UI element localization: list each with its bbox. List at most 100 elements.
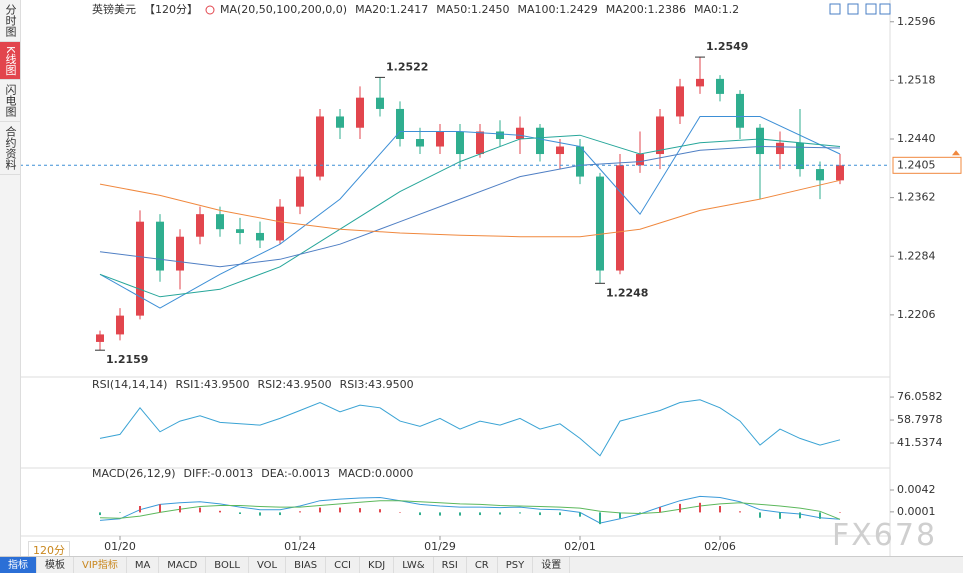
toolbar-button[interactable]: MACD [159, 557, 207, 573]
macd-bar [259, 512, 261, 516]
toolbar-button[interactable]: KDJ [360, 557, 395, 573]
series-line [99, 145, 841, 268]
macd-bar [759, 512, 761, 518]
candle-body [836, 165, 844, 181]
toolbar-button[interactable]: PSY [498, 557, 534, 573]
y-tick-label: 1.2518 [897, 73, 936, 86]
candle-body [416, 139, 424, 147]
macd-bar [179, 506, 181, 513]
x-tick-label: 01/24 [284, 540, 316, 553]
x-tick-label: 01/20 [104, 540, 136, 553]
macd-bar [239, 512, 241, 514]
toolbar-button[interactable]: CR [467, 557, 498, 573]
candle-body [276, 206, 284, 241]
extreme-label: 1.2159 [106, 353, 148, 366]
macd-bar [599, 512, 601, 525]
series-line [99, 500, 841, 520]
candle-body [476, 131, 484, 155]
sidebar: 分时图 K线图 闪电图 合约资料 [0, 0, 21, 556]
legend-entry: DEA:-0.0013 [261, 467, 330, 480]
series-line [99, 116, 841, 309]
macd-bar [359, 508, 361, 513]
toolbar-button[interactable]: BIAS [286, 557, 327, 573]
x-tick-label: 02/01 [564, 540, 596, 553]
macd-bar [419, 512, 421, 516]
candle-body [296, 176, 304, 207]
macd-bar [519, 512, 521, 514]
watermark: FX678 [832, 518, 938, 553]
toolbar-button[interactable]: BOLL [206, 557, 249, 573]
y-tick-label: 0.0001 [897, 505, 936, 518]
toolbar-button[interactable]: 模板 [37, 557, 74, 573]
window-icons[interactable] [829, 3, 891, 15]
panel-title: RSI(14,14,14) [92, 378, 167, 391]
y-tick-label: 58.7978 [897, 413, 943, 426]
candle-body [156, 221, 164, 271]
macd-bar [319, 507, 321, 513]
panel-title: 英镑美元 [92, 2, 136, 16]
macd-bar [839, 512, 841, 513]
macd-bar [619, 512, 621, 519]
side-tab[interactable]: 闪电图 [0, 80, 20, 123]
side-tab[interactable]: K线图 [0, 42, 20, 81]
candle-body [356, 97, 364, 128]
toolbar-button[interactable]: 设置 [533, 557, 571, 573]
toolbar-button[interactable]: RSI [434, 557, 467, 573]
macd-bar [199, 507, 201, 513]
macd-bar [299, 511, 301, 513]
legend-entry: RSI3:43.9500 [340, 378, 414, 391]
macd-bar [459, 512, 461, 516]
candle-body [656, 116, 664, 155]
macd-bar [119, 512, 121, 513]
toolbar-button[interactable]: CCI [326, 557, 361, 573]
side-tab[interactable]: 分时图 [0, 0, 20, 42]
candle-body [776, 142, 784, 155]
candle-body [756, 127, 764, 155]
indicator-label: MA(20,50,100,200,0,0) [220, 3, 347, 16]
y-tick-label: 1.2440 [897, 132, 936, 145]
macd-bar [659, 507, 661, 513]
candle-body [436, 131, 444, 147]
candle-body [236, 229, 244, 233]
macd-bar [399, 512, 401, 513]
macd-bar [279, 512, 281, 516]
candle-body [636, 154, 644, 166]
y-tick-label: 41.5374 [897, 436, 943, 449]
legend-entry: MA50:1.2450 [436, 3, 509, 16]
candle-body [396, 108, 404, 140]
toggle-icon [205, 5, 215, 15]
period-label: 【120分】 [144, 3, 198, 16]
macd-bar [99, 512, 101, 516]
extreme-label: 1.2248 [606, 286, 648, 299]
legend-entry: MA200:1.2386 [606, 3, 686, 16]
macd-bar [439, 512, 441, 516]
series-line [99, 399, 841, 457]
y-tick-label: 1.2362 [897, 191, 936, 204]
macd-bar [779, 512, 781, 519]
candle-body [216, 214, 224, 230]
toolbar-button[interactable]: VIP指标 [74, 557, 127, 573]
candle-body [176, 236, 184, 271]
toolbar-button[interactable]: MA [127, 557, 160, 573]
candle-body [316, 116, 324, 177]
legend-entry: MACD:0.0000 [338, 467, 413, 480]
macd-bar [639, 512, 641, 513]
macd-bar [479, 512, 481, 516]
legend-entry: RSI2:43.9500 [258, 378, 332, 391]
legend-entry: MA100:1.2429 [518, 3, 598, 16]
macd-bar [379, 509, 381, 513]
last-price-label: 1.2405 [897, 158, 936, 171]
side-tab[interactable]: 合约资料 [0, 122, 20, 176]
toolbar-button[interactable]: 指标 [0, 557, 37, 573]
candle-body [556, 146, 564, 155]
candle-body [716, 78, 724, 94]
x-tick-label: 01/29 [424, 540, 456, 553]
macd-bar [339, 507, 341, 513]
last-price-marker [952, 150, 960, 156]
extreme-label: 1.2549 [706, 40, 748, 53]
toolbar-button[interactable]: LW& [394, 557, 434, 573]
macd-bar [159, 504, 161, 513]
macd-bar [699, 502, 701, 513]
toolbar-button[interactable]: VOL [249, 557, 287, 573]
